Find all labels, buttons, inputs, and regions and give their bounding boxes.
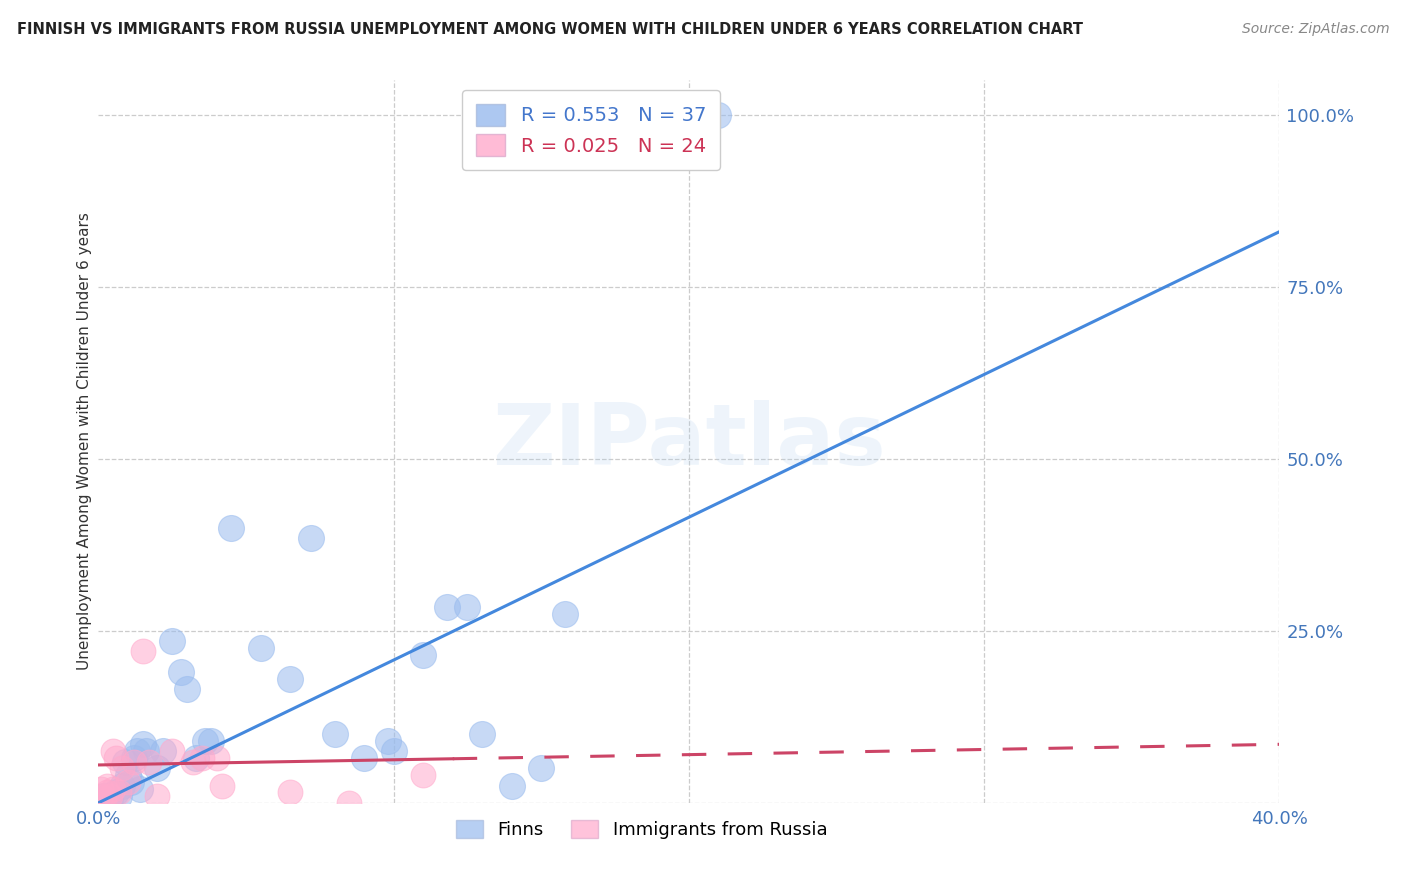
Point bbox=[162, 744, 183, 758]
Point bbox=[299, 531, 322, 545]
Point bbox=[105, 785, 128, 799]
Point bbox=[471, 727, 494, 741]
Point bbox=[436, 599, 458, 614]
Point bbox=[170, 665, 193, 679]
Point bbox=[191, 751, 214, 765]
Point bbox=[339, 796, 361, 810]
Point bbox=[146, 789, 169, 803]
Point bbox=[117, 775, 139, 789]
Point bbox=[90, 789, 112, 803]
Point bbox=[120, 775, 142, 789]
Point bbox=[117, 768, 139, 782]
Point bbox=[108, 789, 131, 803]
Point bbox=[194, 734, 217, 748]
Text: ZIPatlas: ZIPatlas bbox=[492, 400, 886, 483]
Point bbox=[108, 785, 131, 799]
Legend: Finns, Immigrants from Russia: Finns, Immigrants from Russia bbox=[447, 811, 837, 848]
Point bbox=[111, 761, 134, 775]
Point bbox=[135, 744, 157, 758]
Point bbox=[377, 734, 399, 748]
Point bbox=[457, 599, 479, 614]
Point bbox=[554, 607, 576, 621]
Point bbox=[122, 751, 145, 765]
Point bbox=[205, 751, 228, 765]
Point bbox=[146, 761, 169, 775]
Point bbox=[125, 744, 148, 758]
Point bbox=[103, 744, 125, 758]
Point bbox=[98, 789, 121, 803]
Point bbox=[96, 785, 118, 799]
Point bbox=[200, 734, 222, 748]
Point bbox=[132, 644, 155, 658]
Point bbox=[93, 789, 115, 803]
Point bbox=[103, 782, 125, 797]
Point bbox=[412, 648, 434, 662]
Point bbox=[412, 768, 434, 782]
Text: FINNISH VS IMMIGRANTS FROM RUSSIA UNEMPLOYMENT AMONG WOMEN WITH CHILDREN UNDER 6: FINNISH VS IMMIGRANTS FROM RUSSIA UNEMPL… bbox=[17, 22, 1083, 37]
Point bbox=[111, 779, 134, 793]
Point bbox=[90, 782, 112, 797]
Point bbox=[181, 755, 204, 769]
Point bbox=[280, 672, 302, 686]
Point bbox=[114, 755, 136, 769]
Point bbox=[530, 761, 553, 775]
Point bbox=[105, 751, 128, 765]
Point bbox=[221, 520, 243, 534]
Text: Source: ZipAtlas.com: Source: ZipAtlas.com bbox=[1241, 22, 1389, 37]
Point bbox=[211, 779, 233, 793]
Point bbox=[98, 792, 121, 806]
Point bbox=[184, 751, 207, 765]
Point bbox=[152, 744, 174, 758]
Point bbox=[162, 634, 183, 648]
Point bbox=[707, 108, 730, 122]
Point bbox=[176, 682, 198, 697]
Point bbox=[96, 779, 118, 793]
Point bbox=[501, 779, 523, 793]
Point bbox=[93, 792, 115, 806]
Point bbox=[128, 782, 150, 797]
Point bbox=[138, 755, 160, 769]
Y-axis label: Unemployment Among Women with Children Under 6 years: Unemployment Among Women with Children U… bbox=[77, 212, 91, 671]
Point bbox=[280, 785, 302, 799]
Point bbox=[382, 744, 405, 758]
Point bbox=[250, 640, 273, 655]
Point bbox=[323, 727, 346, 741]
Point bbox=[122, 755, 145, 769]
Point bbox=[353, 751, 375, 765]
Point bbox=[132, 737, 155, 751]
